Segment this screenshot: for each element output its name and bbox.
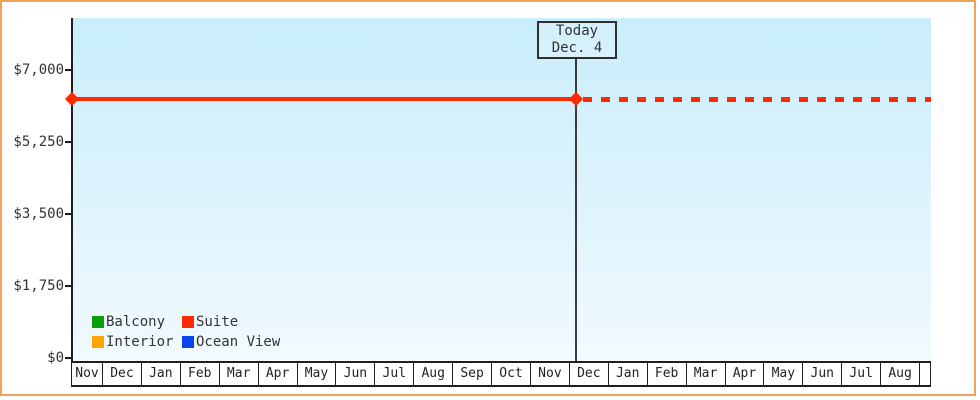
y-axis-tick-mark xyxy=(65,141,71,143)
x-axis-month-cell: Jul xyxy=(842,363,882,385)
x-axis-month-cell: May xyxy=(298,363,337,385)
legend-item-suite: Suite xyxy=(182,314,239,330)
today-date: Dec. 4 xyxy=(551,40,603,56)
x-axis-month-cell: Feb xyxy=(181,363,220,385)
y-axis-tick-label: $5,250 xyxy=(13,134,64,150)
legend-swatch xyxy=(182,316,194,328)
x-axis-month-cell: Apr xyxy=(259,363,298,385)
today-vertical-line xyxy=(575,59,577,361)
x-axis-month-cell: Mar xyxy=(220,363,259,385)
legend-label: Interior xyxy=(106,334,174,350)
x-axis-month-cell: Feb xyxy=(648,363,687,385)
y-axis-tick-label: $0 xyxy=(47,350,64,366)
y-axis-line xyxy=(71,18,73,362)
y-axis-tick-label: $3,500 xyxy=(13,206,64,222)
suite-price-line-projected-dotted xyxy=(583,97,931,102)
y-axis-tick-mark xyxy=(65,213,71,215)
legend-swatch xyxy=(92,316,104,328)
y-axis-tick-mark xyxy=(65,357,71,359)
legend-swatch xyxy=(92,336,104,348)
x-axis-month-cell: Jan xyxy=(142,363,181,385)
x-axis-month-cell: May xyxy=(764,363,804,385)
x-axis-month-cell: Aug xyxy=(881,363,921,385)
x-axis-month-cell: Sep xyxy=(453,363,493,385)
today-annotation-box: Today Dec. 4 xyxy=(537,21,617,59)
x-axis-month-cell: Nov xyxy=(531,363,570,385)
x-axis-month-cell: Nov xyxy=(72,363,103,385)
x-axis-month-cell: Mar xyxy=(687,363,726,385)
x-axis-month-strip: Nov Dec Jan Feb Mar Apr May Jun Jul Aug Sep Oct Nov D… xyxy=(71,361,931,387)
legend-item-balcony: Balcony xyxy=(92,314,166,330)
x-axis-month-cell: Jul xyxy=(375,363,415,385)
legend-label: Suite xyxy=(196,314,239,330)
x-axis-month-cell: Apr xyxy=(726,363,765,385)
y-axis-tick-mark xyxy=(65,285,71,287)
x-axis-month-cell: Jan xyxy=(609,363,648,385)
x-axis-month-cell: Dec xyxy=(570,363,609,385)
x-axis-month-cell: Aug xyxy=(414,363,454,385)
legend-item-ocean-view: Ocean View xyxy=(182,334,281,350)
x-axis-month-cell: Dec xyxy=(103,363,142,385)
legend-label: Balcony xyxy=(106,314,166,330)
legend-label: Ocean View xyxy=(196,334,281,350)
legend-swatch xyxy=(182,336,194,348)
today-label: Today xyxy=(555,23,599,39)
y-axis-tick-label: $1,750 xyxy=(13,278,64,294)
x-axis-month-cell: Jun xyxy=(336,363,376,385)
y-axis-tick-label: $7,000 xyxy=(13,62,64,78)
x-axis-month-cell: Jun xyxy=(803,363,843,385)
suite-price-line-solid xyxy=(71,97,576,101)
x-axis-month-cell: Oct xyxy=(492,363,531,385)
y-axis-tick-mark xyxy=(65,69,71,71)
plot-area xyxy=(73,18,931,360)
x-axis-month-cell xyxy=(920,363,930,385)
legend-item-interior: Interior xyxy=(92,334,174,350)
